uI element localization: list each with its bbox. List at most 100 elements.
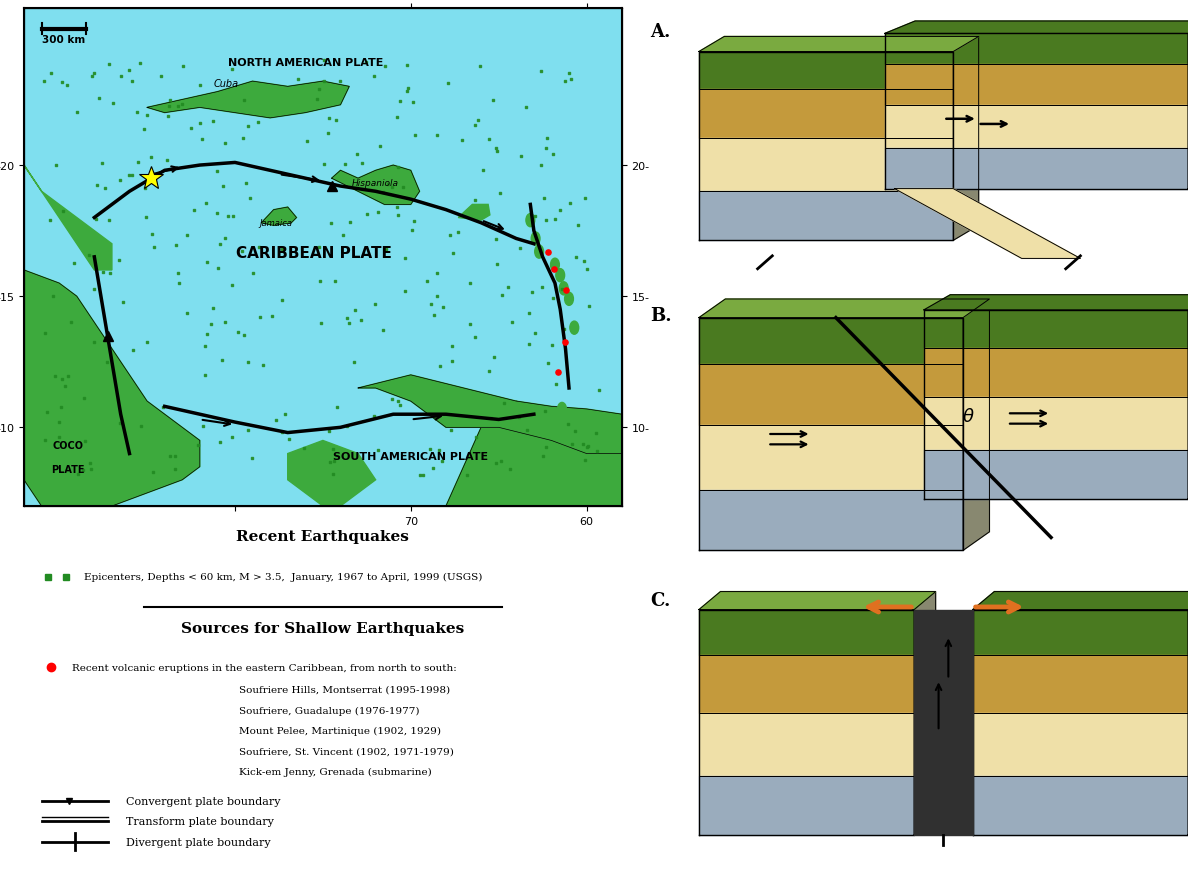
Point [251,310,270,324]
Point [137,109,156,123]
Point [266,414,286,428]
Text: Transform plate boundary: Transform plate boundary [126,816,274,826]
Point [215,136,234,150]
Point [569,219,588,233]
Point [248,116,268,130]
Circle shape [559,282,568,295]
Point [94,266,113,280]
Point [433,301,452,315]
Circle shape [565,293,574,306]
Point [206,165,226,179]
Point [194,340,214,354]
Point [314,76,334,90]
Point [314,157,334,171]
Point [244,267,263,281]
Point [547,377,566,391]
Point [368,206,388,220]
Point [578,439,598,453]
Point [161,94,180,108]
Point [110,416,130,430]
Point [377,243,396,257]
Point [109,254,128,268]
Point [222,63,241,76]
Point [358,208,377,222]
Point [142,151,161,165]
Point [534,191,553,205]
Point [383,182,402,196]
Text: NORTH AMERICAN PLATE: NORTH AMERICAN PLATE [228,58,383,69]
Point [484,94,503,108]
Point [548,366,568,380]
Point [388,395,407,408]
Point [58,369,77,383]
Point [486,142,505,156]
Point [239,424,258,438]
Point [122,169,142,183]
Point [110,174,130,188]
Point [181,122,200,136]
Point [460,317,479,331]
Point [487,145,506,159]
Point [413,468,432,482]
Polygon shape [924,397,1188,450]
Point [53,373,72,387]
Polygon shape [973,655,1188,713]
Point [168,267,187,281]
Point [83,70,102,84]
Polygon shape [148,82,349,119]
Point [421,442,440,456]
Point [534,449,553,463]
Point [502,316,521,330]
Point [560,197,580,211]
Point [236,177,256,191]
Point [143,228,162,242]
Point [576,192,595,206]
Point [272,243,292,257]
Point [520,307,539,321]
Point [562,73,581,87]
Point [280,432,299,446]
Point [47,158,66,172]
Point [76,435,95,449]
Polygon shape [1188,295,1200,499]
Polygon shape [24,270,200,507]
Point [365,297,384,311]
Point [36,326,55,340]
Point [49,430,68,444]
Point [272,426,292,440]
Point [35,434,54,448]
Point [173,98,192,112]
Point [492,289,511,302]
Polygon shape [698,139,953,192]
Point [43,289,62,303]
Point [53,76,72,90]
Point [532,159,551,173]
Polygon shape [698,52,953,90]
Point [344,355,364,369]
Point [136,182,155,196]
Point [470,60,490,74]
Point [160,100,179,114]
Text: Hispaniola: Hispaniola [352,178,400,188]
Point [352,314,371,328]
Point [538,132,557,146]
Point [398,83,418,96]
Point [457,468,476,482]
Point [318,127,337,141]
Polygon shape [1188,592,1200,834]
Polygon shape [924,295,1200,310]
Point [388,111,407,125]
Point [389,161,408,175]
Point [169,277,188,291]
Point [86,178,106,192]
Point [487,258,506,272]
Point [532,65,551,79]
Point [487,456,506,470]
Point [222,431,241,445]
Point [154,401,173,415]
Polygon shape [698,425,964,490]
Point [120,169,139,182]
Text: A.: A. [650,23,671,41]
Point [487,233,506,247]
Polygon shape [884,22,1200,35]
